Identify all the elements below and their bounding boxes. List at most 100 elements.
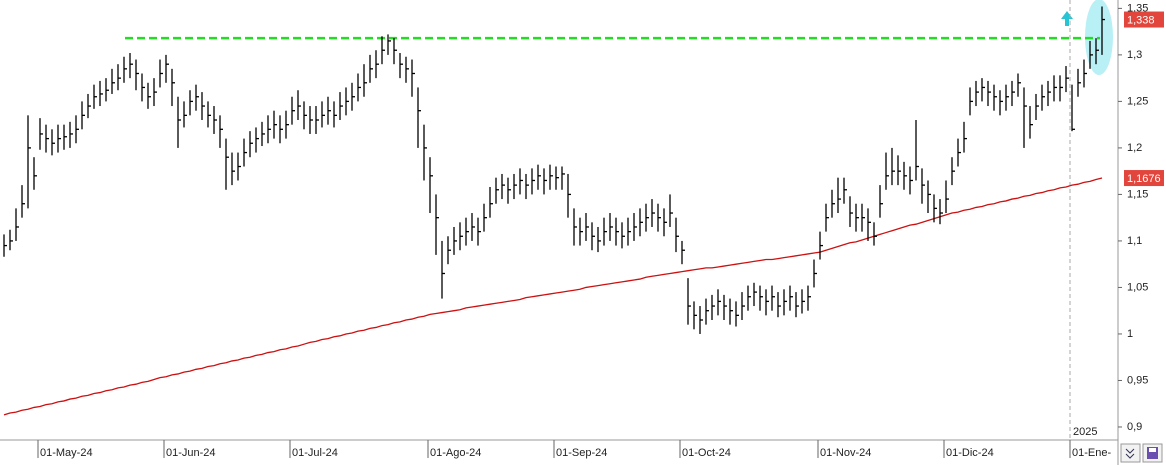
price-bar	[939, 199, 943, 225]
price-bar	[285, 110, 289, 139]
price-bar	[603, 217, 607, 246]
price-bar	[567, 173, 571, 218]
price-bar	[57, 124, 61, 153]
price-bar	[207, 101, 211, 128]
price-bar	[765, 289, 769, 316]
price-bar	[849, 196, 853, 227]
price-bar	[1041, 84, 1045, 111]
price-bar	[855, 203, 859, 232]
price-bar	[807, 285, 811, 311]
price-bar	[399, 53, 403, 79]
price-bar	[933, 194, 937, 223]
price-bar	[681, 240, 685, 265]
price-bar	[837, 177, 841, 214]
year-label: 2025	[1073, 426, 1097, 438]
price-bar	[51, 129, 55, 156]
price-bar	[795, 292, 799, 318]
price-bar	[81, 101, 85, 130]
price-bar	[189, 90, 193, 116]
price-bar	[3, 234, 7, 257]
price-bar	[1047, 80, 1051, 107]
price-bar	[69, 121, 73, 148]
price-bar	[219, 115, 223, 148]
price-bar	[453, 226, 457, 255]
price-bar	[669, 194, 673, 227]
price-bar	[315, 106, 319, 134]
price-bar	[615, 217, 619, 246]
price-bar	[417, 87, 421, 148]
price-bar	[831, 189, 835, 218]
price-bar	[819, 231, 823, 260]
y-tick-label: 0,95	[1127, 374, 1148, 386]
price-bar	[663, 208, 667, 237]
price-bar	[813, 259, 817, 288]
price-bar	[987, 80, 991, 107]
price-bar	[345, 87, 349, 116]
price-bar	[945, 180, 949, 214]
price-bar	[225, 138, 229, 190]
price-bar	[651, 199, 655, 227]
price-bar	[573, 208, 577, 246]
y-tick-label: 1,1	[1127, 235, 1142, 247]
price-bar	[1095, 38, 1099, 65]
price-label: 1,1676	[1127, 173, 1161, 185]
price-bar	[351, 82, 355, 111]
price-bar	[261, 121, 265, 147]
price-bar	[1077, 68, 1081, 97]
price-bar	[303, 101, 307, 130]
price-bar	[363, 64, 367, 97]
price-bar	[531, 168, 535, 195]
price-bar	[429, 157, 433, 214]
x-tick-label: 01-Ago-24	[430, 447, 481, 459]
price-bar	[735, 301, 739, 327]
price-bar	[369, 54, 373, 83]
price-bar	[297, 90, 301, 120]
price-bar	[27, 115, 31, 209]
price-bar	[975, 80, 979, 107]
price-bar	[1071, 84, 1075, 132]
price-bar	[465, 217, 469, 246]
price-bar	[951, 157, 955, 186]
price-bar	[513, 173, 517, 200]
price-bar	[489, 186, 493, 218]
price-bar	[927, 180, 931, 214]
scroll-icon	[1125, 448, 1135, 459]
price-bar	[111, 68, 115, 94]
price-bar	[639, 208, 643, 237]
price-bar	[63, 124, 67, 150]
price-bar	[387, 34, 391, 55]
price-bar	[483, 203, 487, 232]
price-bar	[357, 73, 361, 102]
price-bar	[675, 217, 679, 253]
price-bar	[1005, 84, 1009, 111]
price-bar	[471, 213, 475, 241]
price-bar	[1017, 73, 1021, 97]
x-tick-label: 01-Nov-24	[820, 447, 871, 459]
price-bar	[9, 229, 13, 251]
price-bar	[123, 56, 127, 83]
price-bar	[609, 213, 613, 241]
price-bar	[693, 301, 697, 330]
price-bar	[1065, 66, 1069, 93]
price-bar	[213, 106, 217, 134]
price-bar	[495, 177, 499, 204]
price-bar	[291, 96, 295, 125]
price-bar	[549, 164, 553, 190]
price-bar	[267, 115, 271, 144]
price-bar	[627, 217, 631, 246]
price-bar	[333, 101, 337, 128]
y-tick-label: 1,15	[1127, 188, 1148, 200]
y-tick-label: 0,9	[1127, 421, 1142, 433]
price-bar	[375, 50, 379, 79]
price-bar	[699, 306, 703, 334]
price-bar	[585, 213, 589, 241]
y-tick-label: 1,2	[1127, 142, 1142, 154]
price-bar	[537, 164, 541, 190]
x-tick-label: 01-May-24	[40, 447, 93, 459]
price-bar	[447, 236, 451, 265]
price-label-box	[1124, 11, 1164, 28]
price-bar	[177, 96, 181, 148]
price-bar	[411, 59, 415, 97]
up-arrow	[1061, 11, 1073, 26]
y-tick-label: 1,25	[1127, 95, 1148, 107]
